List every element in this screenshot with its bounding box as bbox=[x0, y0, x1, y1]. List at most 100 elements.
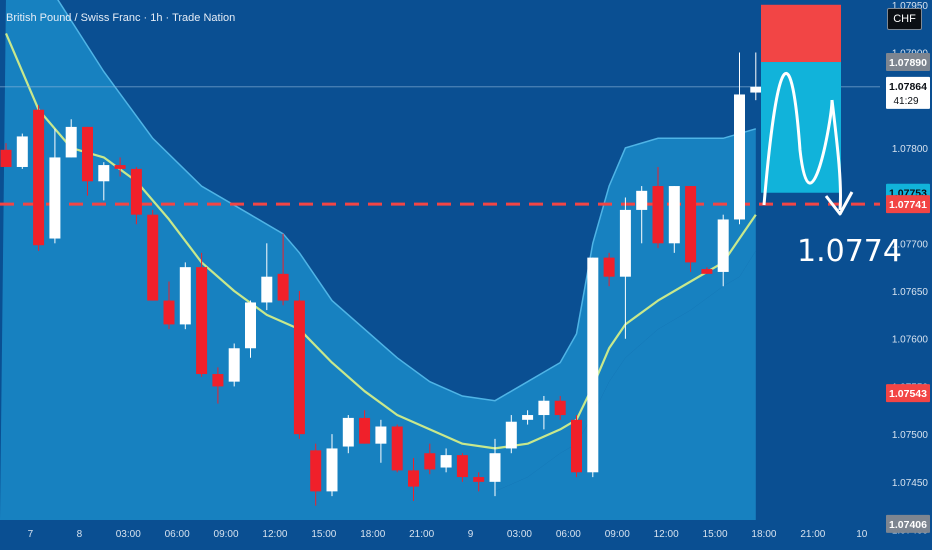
candle bbox=[196, 252, 208, 377]
candle bbox=[179, 262, 191, 330]
candle-body bbox=[408, 470, 419, 487]
x-axis: 7 8 03:00 06:00 09:00 12:00 15:00 18:00 21:00 9 03… bbox=[28, 529, 868, 540]
candle-body bbox=[489, 453, 501, 482]
candle bbox=[0, 143, 12, 167]
candle-body bbox=[424, 453, 436, 470]
candle bbox=[33, 104, 45, 251]
y-tick-label: 1.07500 bbox=[892, 430, 929, 441]
x-tick-label: 03:00 bbox=[116, 529, 141, 540]
trade-zone bbox=[761, 4, 854, 216]
candle-body bbox=[473, 477, 485, 482]
candle bbox=[456, 453, 468, 482]
price-label-bg bbox=[886, 514, 930, 533]
projection-arrow-shaft bbox=[830, 99, 843, 211]
candle-body bbox=[685, 186, 697, 263]
x-tick-label: 06:00 bbox=[556, 529, 581, 540]
candle-body bbox=[359, 417, 371, 444]
candle bbox=[750, 52, 762, 101]
candle-body bbox=[554, 400, 566, 416]
price-label-text: 1.07864 bbox=[889, 81, 927, 93]
candle-body bbox=[163, 300, 175, 325]
price-label-text: 1.07890 bbox=[889, 57, 927, 69]
price-label: 1.07864 41:29 bbox=[886, 76, 930, 109]
candle-body bbox=[603, 257, 615, 277]
candle-body bbox=[342, 417, 354, 447]
candle-body bbox=[196, 267, 208, 375]
price-label-bg bbox=[886, 53, 930, 72]
candle-body bbox=[587, 257, 599, 473]
y-tick-label: 1.07700 bbox=[892, 239, 929, 250]
candle bbox=[538, 395, 550, 430]
candle bbox=[440, 448, 452, 473]
price-label-countdown: 41:29 bbox=[893, 96, 918, 107]
candle bbox=[359, 410, 371, 444]
x-tick-label: 12:00 bbox=[262, 529, 287, 540]
candle bbox=[245, 300, 256, 358]
candle-body bbox=[293, 300, 305, 435]
x-tick-label: 21:00 bbox=[800, 529, 825, 540]
currency-badge[interactable]: CHF bbox=[887, 8, 922, 30]
y-tick-label: 1.07950 bbox=[892, 1, 929, 12]
candle bbox=[147, 209, 159, 301]
candle-body bbox=[82, 126, 93, 182]
candle bbox=[701, 267, 713, 274]
candle bbox=[636, 186, 648, 244]
candle bbox=[408, 457, 419, 501]
candle bbox=[522, 410, 534, 425]
candle bbox=[82, 126, 93, 196]
candle-body bbox=[505, 421, 517, 449]
candle bbox=[554, 395, 566, 420]
x-tick-label: 09:00 bbox=[605, 529, 630, 540]
candle-body bbox=[33, 109, 45, 246]
candle-body bbox=[571, 419, 582, 473]
x-tick-label: 7 bbox=[28, 529, 34, 540]
x-axis-strip bbox=[0, 520, 880, 550]
projection-arrow-head bbox=[824, 191, 854, 216]
moving-average-line bbox=[4, 32, 757, 450]
price-label-bg bbox=[886, 195, 930, 214]
candle bbox=[505, 415, 517, 454]
candle bbox=[619, 197, 631, 339]
volatility-band bbox=[0, 0, 757, 520]
candle-body bbox=[456, 455, 468, 478]
x-tick-label: 12:00 bbox=[654, 529, 679, 540]
candles bbox=[0, 52, 762, 506]
candle-body bbox=[212, 374, 224, 387]
candle-body bbox=[49, 157, 61, 239]
candle bbox=[473, 472, 485, 492]
candle bbox=[375, 419, 387, 463]
candle-body bbox=[130, 168, 142, 215]
candle bbox=[293, 291, 305, 439]
candle bbox=[685, 186, 697, 272]
stop-zone-box bbox=[761, 4, 841, 63]
candle-body bbox=[636, 190, 648, 210]
x-tick-label: 10 bbox=[856, 529, 868, 540]
candle bbox=[130, 166, 142, 225]
candle-body bbox=[668, 186, 680, 244]
candle-body bbox=[522, 415, 534, 420]
y-tick-label: 1.07800 bbox=[892, 144, 929, 155]
x-tick-label: 03:00 bbox=[507, 529, 532, 540]
candle-body bbox=[326, 448, 338, 492]
band-area bbox=[0, 0, 756, 520]
price-label: 1.07406 bbox=[886, 514, 930, 533]
price-label-bg bbox=[886, 384, 930, 403]
y-tick-label: 1.07450 bbox=[892, 478, 929, 489]
candle-body bbox=[261, 276, 273, 303]
band-upper-edge bbox=[57, 0, 757, 402]
candle bbox=[342, 415, 354, 454]
candle bbox=[228, 343, 240, 387]
price-labels: 1.078901.0786441:291.077531.077411.07543… bbox=[886, 53, 930, 533]
candle bbox=[489, 438, 501, 497]
candle bbox=[668, 186, 680, 253]
candle bbox=[717, 214, 729, 287]
x-tick-label: 09:00 bbox=[214, 529, 239, 540]
candle-body bbox=[277, 273, 289, 301]
key-level-line bbox=[0, 86, 880, 206]
candle bbox=[424, 443, 436, 475]
candle-body bbox=[391, 426, 403, 471]
price-label: 1.07741 bbox=[886, 195, 930, 214]
band-lower-fill bbox=[495, 250, 756, 520]
candle-body bbox=[179, 267, 191, 325]
